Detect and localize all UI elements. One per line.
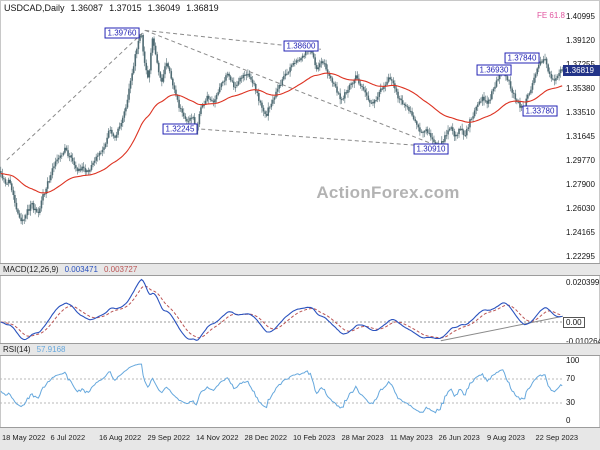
rsi-panel-divider[interactable]: RSI(14) 57.9168 xyxy=(0,343,600,356)
macd-axis-label: 0.020399 xyxy=(566,277,600,287)
candlestick-wicks[interactable] xyxy=(0,33,563,225)
price-axis-label: 1.26030 xyxy=(566,204,595,214)
date-label: 10 Feb 2023 xyxy=(293,433,336,442)
trendline[interactable] xyxy=(194,128,442,148)
rsi-axis-label: 0 xyxy=(566,416,571,425)
ohlc-low: 1.36049 xyxy=(147,3,181,13)
date-label: 18 May 2022 xyxy=(2,433,46,442)
rsi-axis-label: 70 xyxy=(566,374,575,383)
price-level-label: 1.39760 xyxy=(104,27,140,39)
price-level-label: 1.33780 xyxy=(522,105,558,117)
symbol-period-label: USDCAD,Daily xyxy=(4,3,65,13)
trendline[interactable] xyxy=(145,29,445,150)
price-axis-label: 1.27900 xyxy=(566,180,595,190)
rsi-value: 57.9168 xyxy=(36,345,66,354)
ema-line[interactable] xyxy=(0,72,563,194)
price-axis-label: 1.35380 xyxy=(566,84,595,94)
macd-value-signal: 0.003727 xyxy=(103,265,138,274)
watermark: ActionForex.com xyxy=(316,183,460,202)
price-level-label: 1.36930 xyxy=(476,64,512,76)
rsi-axis-label: 30 xyxy=(566,398,575,407)
ohlc-high: 1.37015 xyxy=(109,3,142,13)
date-label: 6 Jul 2022 xyxy=(50,433,86,442)
date-label: 22 Sep 2023 xyxy=(535,433,579,442)
time-axis[interactable]: 18 May 2022 6 Jul 2022 16 Aug 2022 29 Sep 2… xyxy=(0,427,600,450)
price-axis-label: 1.31645 xyxy=(566,132,595,141)
macd-zero-badge: 0.00 xyxy=(563,317,585,328)
macd-indicator-label: MACD(12,26,9) xyxy=(3,265,59,274)
trendline[interactable] xyxy=(6,30,146,161)
ohlc-close: 1.36819 xyxy=(186,3,219,13)
macd-axis-label: -0.010264 xyxy=(566,336,600,346)
price-level-label: 1.30910 xyxy=(413,143,449,155)
current-price-badge: 1.36819 xyxy=(563,65,600,77)
macd-value-main: 0.003471 xyxy=(64,265,98,274)
date-label: 9 Aug 2023 xyxy=(487,433,525,442)
macd-trendline[interactable] xyxy=(440,315,564,342)
rsi-indicator-label: RSI(14) xyxy=(3,345,31,354)
price-axis-label: 1.33510 xyxy=(566,108,595,118)
date-label: 16 Aug 2022 xyxy=(99,433,142,442)
price-level-label: 1.38600 xyxy=(283,40,319,52)
chart-header: USDCAD,Daily 1.36087 1.37015 1.36049 1.3… xyxy=(4,3,219,13)
fib-extension-label: FE 61.8 xyxy=(536,11,565,20)
price-axis-label: 1.39120 xyxy=(566,36,595,46)
date-label: 26 Jun 2023 xyxy=(438,433,480,442)
date-label: 28 Mar 2023 xyxy=(341,433,384,442)
price-level-label: 1.37840 xyxy=(504,52,540,64)
price-axis-label: 1.37255 xyxy=(566,61,595,69)
price-level-label: 1.32245 xyxy=(162,123,198,135)
price-axis-label: 1.22295 xyxy=(566,252,595,261)
date-label: 11 May 2023 xyxy=(390,433,433,442)
price-axis-label: 1.40995 xyxy=(566,12,595,21)
candlestick-bodies[interactable] xyxy=(0,35,564,222)
date-label: 14 Nov 2022 xyxy=(196,433,239,442)
ohlc-open: 1.36087 xyxy=(70,3,104,13)
price-axis-label: 1.24165 xyxy=(566,228,595,237)
price-axis-label: 1.29770 xyxy=(566,156,595,166)
date-label: 28 Dec 2022 xyxy=(244,433,288,442)
rsi-axis-label: 100 xyxy=(566,356,580,365)
macd-line[interactable] xyxy=(0,278,563,341)
macd-panel-divider[interactable]: MACD(12,26,9) 0.003471 0.003727 xyxy=(0,263,600,276)
macd-signal-line[interactable] xyxy=(0,285,563,339)
rsi-line[interactable] xyxy=(0,363,563,414)
date-label: 29 Sep 2022 xyxy=(147,433,191,442)
